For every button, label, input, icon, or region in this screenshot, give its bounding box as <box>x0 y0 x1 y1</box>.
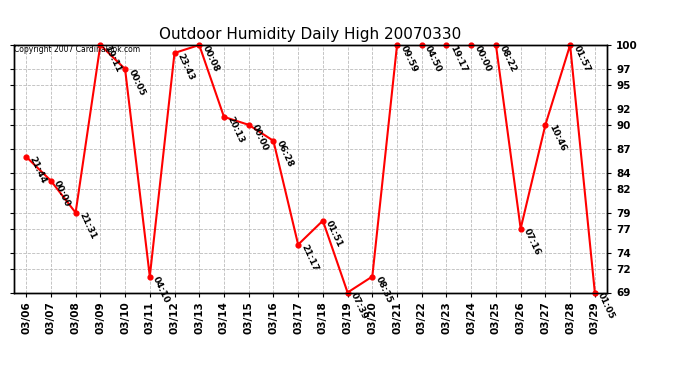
Point <box>564 42 575 48</box>
Text: 19:17: 19:17 <box>448 44 469 74</box>
Text: 23:43: 23:43 <box>176 52 196 81</box>
Text: 00:00: 00:00 <box>250 123 270 153</box>
Text: 01:57: 01:57 <box>571 44 592 74</box>
Text: 04:10: 04:10 <box>151 275 171 305</box>
Text: 09:59: 09:59 <box>398 44 419 74</box>
Text: 08:22: 08:22 <box>497 44 518 73</box>
Point <box>391 42 402 48</box>
Point <box>416 42 427 48</box>
Text: 00:08: 00:08 <box>201 44 221 73</box>
Point <box>46 178 57 184</box>
Text: 00:05: 00:05 <box>126 68 146 97</box>
Text: 01:05: 01:05 <box>596 291 616 321</box>
Point <box>589 290 600 296</box>
Point <box>119 66 130 72</box>
Point <box>194 42 205 48</box>
Point <box>169 50 180 56</box>
Point <box>243 122 254 128</box>
Point <box>268 138 279 144</box>
Text: 20:13: 20:13 <box>226 116 246 145</box>
Text: Copyright 2007 Cardinalook.com: Copyright 2007 Cardinalook.com <box>14 45 140 54</box>
Title: Outdoor Humidity Daily High 20070330: Outdoor Humidity Daily High 20070330 <box>159 27 462 42</box>
Text: 21:44: 21:44 <box>28 155 48 185</box>
Text: 10:46: 10:46 <box>546 123 567 153</box>
Text: 21:17: 21:17 <box>299 243 320 273</box>
Text: 21:31: 21:31 <box>77 211 97 241</box>
Point <box>219 114 230 120</box>
Text: 19:11: 19:11 <box>101 44 122 74</box>
Text: 08:35: 08:35 <box>374 275 394 305</box>
Point <box>540 122 551 128</box>
Point <box>21 154 32 160</box>
Text: 07:16: 07:16 <box>522 227 542 257</box>
Point <box>95 42 106 48</box>
Text: 04:50: 04:50 <box>423 44 444 73</box>
Point <box>144 273 155 279</box>
Point <box>70 210 81 216</box>
Point <box>466 42 477 48</box>
Text: 01:51: 01:51 <box>324 219 344 249</box>
Text: 07:39: 07:39 <box>349 291 369 321</box>
Point <box>367 273 378 279</box>
Point <box>293 242 304 248</box>
Point <box>317 217 328 223</box>
Point <box>515 226 526 232</box>
Text: 00:00: 00:00 <box>52 179 72 209</box>
Text: 00:00: 00:00 <box>473 44 493 73</box>
Text: 06:28: 06:28 <box>275 140 295 169</box>
Point <box>342 290 353 296</box>
Point <box>491 42 502 48</box>
Point <box>441 42 452 48</box>
